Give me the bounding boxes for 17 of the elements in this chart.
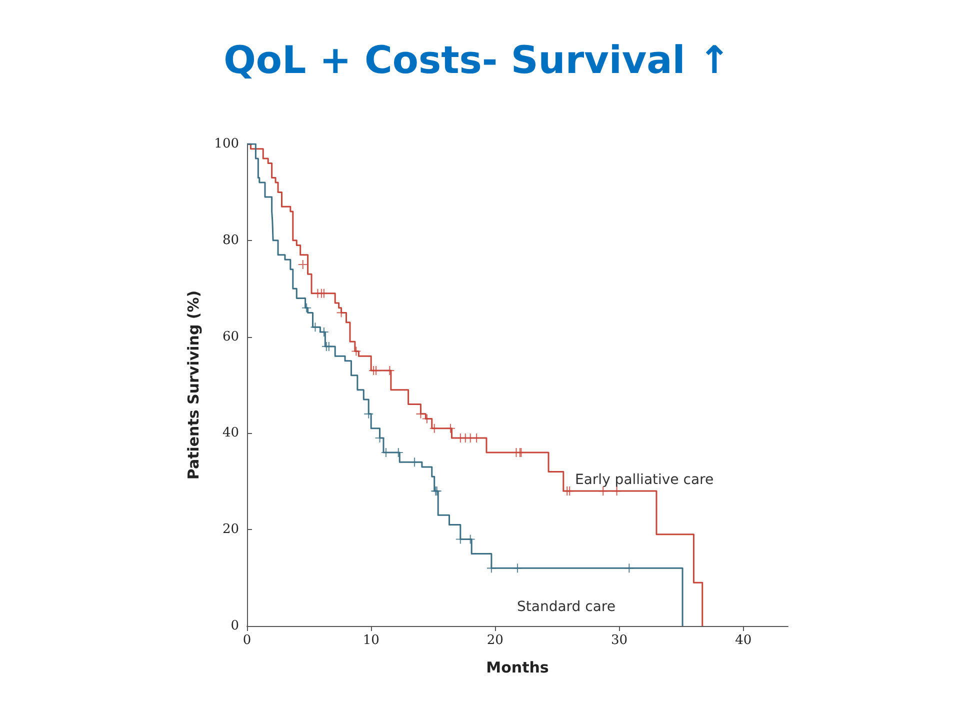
y-tick-label: 100 xyxy=(214,136,239,152)
y-tick-label: 20 xyxy=(222,522,239,538)
chart-title: QoL + Costs- Survival ↑ xyxy=(224,38,730,82)
y-tick-label: 60 xyxy=(222,329,239,344)
x-tick-label: 0 xyxy=(242,633,252,648)
x-tick-label: 20 xyxy=(486,633,504,648)
x-tick-label: 30 xyxy=(610,633,628,648)
x-axis-title: Months xyxy=(486,658,549,676)
x-tick-label: 10 xyxy=(362,633,380,648)
point xyxy=(298,260,308,269)
annotation: Standard care xyxy=(517,599,616,615)
y-axis-title: Patients Surviving (%) xyxy=(184,290,202,480)
y-tick-label: 0 xyxy=(230,618,239,634)
y-tick-label: 40 xyxy=(222,426,239,441)
y-tick-label: 80 xyxy=(222,232,239,248)
x-tick-label: 40 xyxy=(735,633,752,648)
annotation: Early palliative care xyxy=(575,472,714,488)
